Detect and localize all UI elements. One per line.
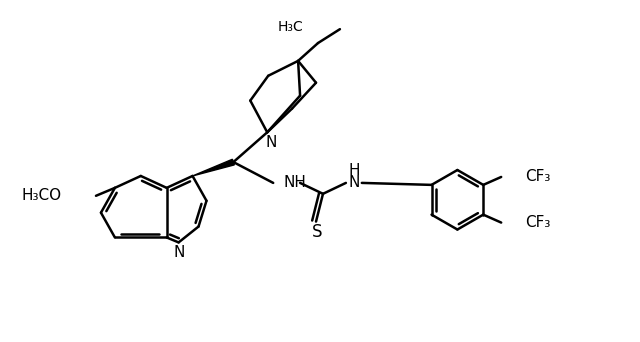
Text: NH: NH [283,175,306,190]
Text: S: S [312,223,323,240]
Text: H₃CO: H₃CO [21,188,61,203]
Text: H: H [348,162,360,177]
Text: N: N [348,175,360,190]
Text: H₃C: H₃C [277,20,303,34]
Text: CF₃: CF₃ [525,215,550,230]
Text: N: N [266,135,277,150]
Text: N: N [174,245,186,260]
Polygon shape [193,159,234,176]
Text: CF₃: CF₃ [525,169,550,184]
